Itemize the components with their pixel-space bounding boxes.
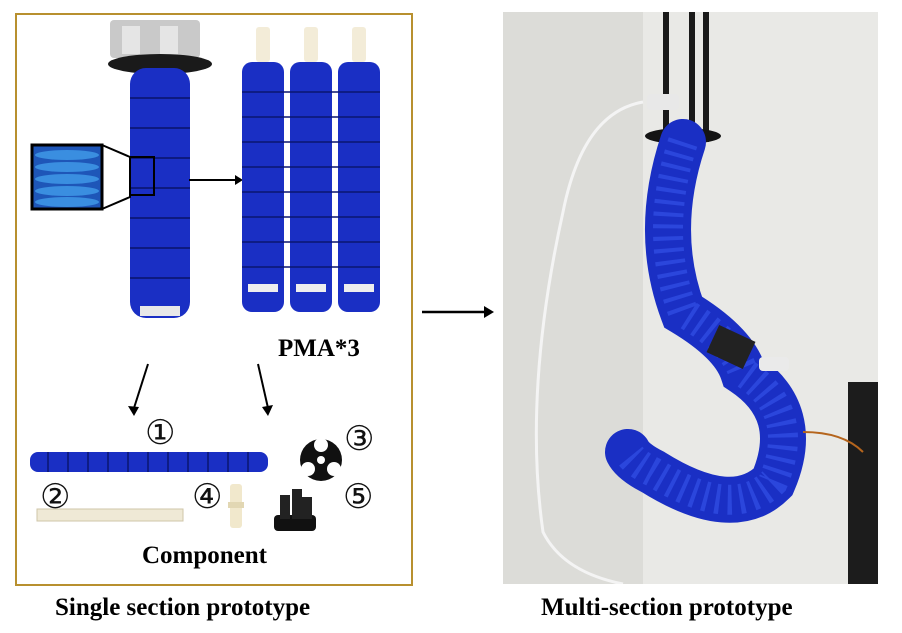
multi-section-caption: Multi-section prototype (541, 594, 793, 621)
component-rod (36, 508, 184, 522)
pma-label: PMA*3 (278, 335, 360, 362)
pma-actuators (242, 27, 380, 312)
component-number-2: ② (40, 477, 71, 517)
component-number-3: ③ (344, 419, 375, 459)
component-label: Component (142, 542, 268, 569)
zoom-inset (30, 143, 155, 211)
component-number-5: ⑤ (343, 477, 374, 517)
component-actuator (30, 452, 268, 472)
single-section-caption: Single section prototype (55, 594, 311, 621)
multi-section-photo (503, 12, 878, 584)
multi-section-actuator (503, 12, 878, 584)
arrows-to-components (128, 363, 273, 416)
arrow-to-multi (422, 306, 494, 318)
arrow-to-pma (189, 175, 243, 185)
component-end-cap (300, 438, 342, 481)
single-section-actuator (108, 20, 212, 318)
single-section-panel (15, 13, 413, 586)
component-connector (228, 484, 244, 528)
component-base (274, 489, 316, 531)
component-number-1: ① (145, 413, 176, 453)
component-number-4: ④ (192, 477, 223, 517)
